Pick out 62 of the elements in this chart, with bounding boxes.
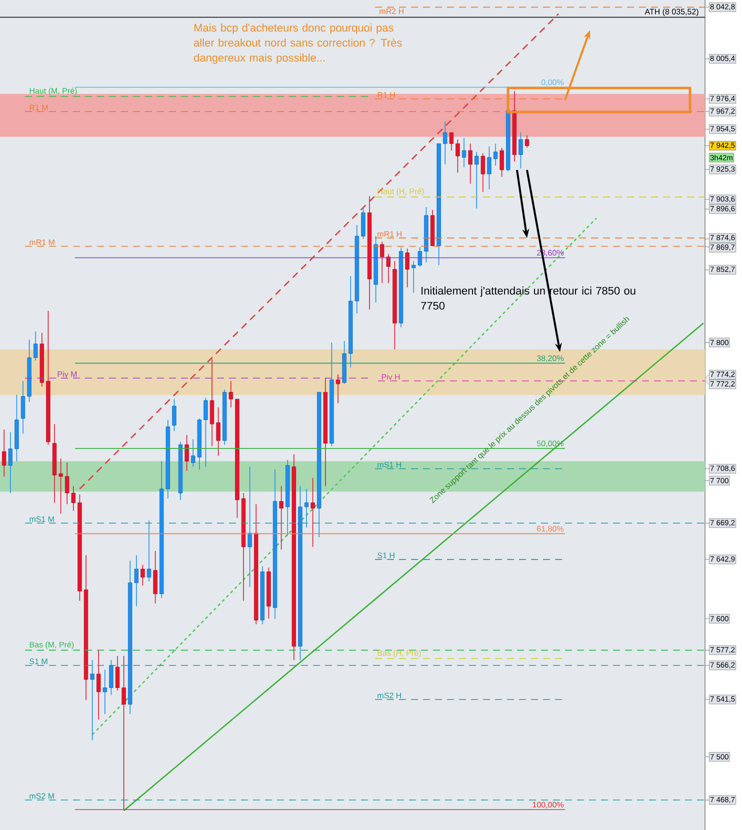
candlestick — [468, 143, 472, 184]
candlestick — [248, 466, 252, 588]
ref-line-label: 100,00% — [532, 802, 564, 808]
candlestick — [140, 564, 145, 586]
candlestick — [449, 132, 454, 151]
candlestick — [20, 380, 26, 434]
candlestick — [8, 432, 12, 494]
ref-line-label: mS2 M — [30, 793, 54, 799]
candlestick — [184, 434, 189, 472]
candlestick — [172, 398, 176, 432]
ref-line-label: mR2 H — [380, 8, 404, 14]
candlestick — [34, 331, 38, 361]
candlestick — [96, 650, 101, 720]
candlestick — [204, 397, 208, 468]
annotation: Mais bcp d'acheteurs donc pourquoi pas aller breakout nord sans correction ? Très dangereux mais possible... — [194, 24, 402, 64]
candlestick — [500, 147, 504, 178]
candlestick — [122, 656, 126, 810]
candlestick — [304, 488, 309, 528]
candlestick — [524, 134, 530, 148]
ref-line-label: R1 H — [378, 92, 395, 98]
candlestick — [443, 121, 448, 165]
candlestick — [153, 550, 158, 604]
ref-line-label: Bas (M, Pré) — [30, 641, 74, 649]
ref-line-label: mS1 M — [30, 516, 54, 522]
ref-line-label: 0,00% — [541, 79, 564, 86]
candlestick — [279, 486, 284, 550]
ref-line-label: mS1 H — [378, 462, 401, 468]
candlestick — [228, 380, 233, 408]
candlestick — [361, 206, 366, 240]
candlestick — [518, 132, 523, 169]
candlestick — [58, 458, 63, 514]
candlestick — [456, 139, 460, 174]
candlestick — [336, 374, 340, 404]
ref-line-label: ATH (8 035,52) — [644, 8, 698, 16]
candlestick — [90, 660, 94, 741]
ref-line-label: mR1 H — [378, 231, 402, 237]
annotation: Initialement j'attendais un retour ici 7850 ou 7750 — [421, 286, 636, 310]
candlestick — [462, 138, 466, 168]
ref-line-label: S1 H — [378, 552, 394, 558]
candlestick — [216, 407, 220, 456]
candlestick — [480, 152, 486, 192]
candlestick — [109, 660, 114, 696]
ref-line-label: mS2 H — [378, 692, 401, 698]
candlestick — [146, 520, 152, 582]
ref-line-label: Piv M — [58, 371, 77, 377]
ref-line-label: Piv H — [382, 374, 400, 380]
ref-line-label: Bas (H, Pré) — [378, 650, 421, 658]
candlestick — [2, 429, 6, 477]
ref-line-label: 61,80% — [537, 526, 564, 532]
candlestick — [102, 669, 107, 714]
ref-line-label: mR1 M — [30, 240, 54, 246]
candlestick — [405, 248, 410, 288]
ref-line-label: 38,20% — [536, 355, 564, 362]
candlestick — [115, 656, 120, 691]
candlestick — [210, 358, 214, 446]
ref-line-label: Haut (M, Pré) — [30, 88, 77, 96]
candlestick — [474, 152, 479, 209]
ref-line-label: R1 M — [30, 104, 48, 110]
candlestick — [487, 146, 492, 190]
ref-line-label: S1 M — [30, 658, 48, 664]
candlestick — [493, 143, 498, 166]
candlestick — [310, 477, 315, 548]
